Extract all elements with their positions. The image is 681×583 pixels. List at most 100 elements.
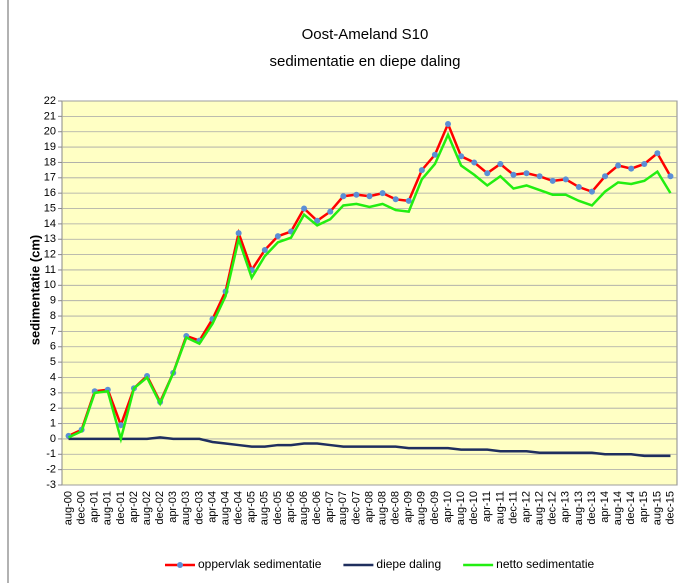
y-tick-label: 18 [44, 156, 56, 168]
data-point [641, 160, 648, 167]
data-point [471, 159, 478, 166]
chart-subtitle: sedimentatie en diepe daling [270, 53, 461, 70]
x-tick-label: dec-11 [507, 491, 519, 524]
y-tick-label: -3 [46, 479, 56, 491]
y-axis-label: sedimentatie (cm) [27, 235, 42, 346]
data-point [314, 217, 321, 224]
x-tick-label: dec-04 [233, 491, 245, 525]
x-tick-label: apr-05 [246, 491, 258, 523]
x-tick-label: aug-15 [651, 491, 663, 525]
legend-label: oppervlak sedimentatie [198, 557, 322, 571]
x-tick-label: aug-09 [416, 491, 428, 525]
data-point [405, 197, 412, 204]
x-tick-label: dec-00 [76, 491, 88, 525]
y-tick-label: 5 [50, 356, 56, 368]
data-point [431, 151, 438, 158]
legend-label: diepe daling [376, 557, 441, 571]
x-tick-label: aug-13 [573, 491, 585, 525]
y-tick-label: 12 [44, 249, 56, 261]
y-tick-label: 15 [44, 202, 56, 214]
y-tick-label: 0 [50, 433, 56, 445]
x-tick-label: apr-03 [167, 491, 179, 523]
data-point [117, 422, 124, 429]
x-tick-label: apr-11 [481, 491, 493, 522]
data-point [418, 167, 425, 174]
series-line [68, 131, 672, 444]
x-tick-label: apr-06 [285, 491, 297, 523]
x-tick-label: apr-01 [89, 491, 101, 523]
data-point [602, 173, 609, 180]
x-tick-label: apr-04 [206, 491, 218, 523]
x-tick-label: dec-02 [154, 491, 166, 525]
y-tick-label: 13 [44, 233, 56, 245]
x-tick-label: dec-14 [625, 491, 637, 525]
x-tick-label: aug-02 [141, 491, 153, 525]
data-point [588, 188, 595, 195]
x-tick-label: dec-06 [311, 491, 323, 525]
y-tick-label: 8 [50, 310, 56, 322]
chart-title: Oost-Ameland S10 [302, 26, 429, 43]
y-tick-label: 20 [44, 126, 56, 138]
x-tick-label: aug-12 [534, 491, 546, 525]
y-tick-label: 11 [45, 264, 56, 276]
x-tick-label: aug-10 [455, 491, 467, 525]
x-tick-label: dec-12 [547, 491, 559, 525]
x-tick-label: dec-10 [468, 491, 480, 525]
x-tick-label: aug-01 [102, 491, 114, 525]
y-tick-label: 22 [44, 95, 56, 107]
data-point [628, 165, 635, 172]
data-point [235, 230, 242, 237]
data-point [497, 160, 504, 167]
y-tick-label: 14 [44, 218, 56, 230]
data-point [615, 162, 622, 169]
y-tick-label: 6 [50, 341, 56, 353]
y-tick-label: 17 [44, 172, 56, 184]
plot-area [61, 100, 678, 486]
data-point [392, 196, 399, 203]
x-tick-label: dec-09 [429, 491, 441, 525]
x-tick-label: dec-08 [390, 491, 402, 525]
data-point [536, 173, 543, 180]
x-tick-label: aug-14 [612, 491, 624, 525]
data-point [654, 150, 661, 157]
data-point [549, 177, 556, 184]
legend-label: netto sedimentatie [496, 557, 594, 571]
y-tick-label: 16 [44, 187, 56, 199]
y-tick-label: 2 [50, 402, 56, 414]
x-tick-label: apr-08 [363, 491, 375, 523]
x-tick-label: aug-11 [494, 491, 506, 524]
y-tick-label: 7 [50, 325, 56, 337]
y-tick-label: 9 [50, 295, 56, 307]
series-line [68, 436, 671, 458]
y-tick-label: 1 [50, 417, 56, 429]
x-tick-label: aug-08 [376, 491, 388, 525]
data-point [667, 173, 674, 180]
x-tick-label: dec-15 [664, 491, 676, 525]
data-point [340, 193, 347, 200]
y-tick-label: 3 [50, 387, 56, 399]
y-tick-label: -1 [46, 448, 56, 460]
data-point [379, 190, 386, 197]
data-point [458, 153, 465, 160]
data-point [301, 205, 308, 212]
x-tick-label: dec-13 [586, 491, 598, 525]
x-tick-label: aug-07 [337, 491, 349, 525]
x-tick-label: apr-13 [560, 491, 572, 523]
data-point [261, 246, 268, 253]
data-point [274, 233, 281, 240]
y-tick-label: 10 [44, 279, 56, 291]
x-tick-label: aug-04 [219, 491, 231, 525]
legend-marker [177, 562, 183, 568]
x-tick-label: apr-02 [128, 491, 140, 523]
x-tick-label: dec-01 [115, 491, 127, 525]
data-point [523, 170, 530, 177]
x-tick-label: dec-03 [193, 491, 205, 525]
x-tick-label: apr-10 [442, 491, 454, 523]
x-tick-label: aug-00 [62, 491, 74, 525]
x-tick-label: aug-06 [298, 491, 310, 525]
x-tick-label: apr-12 [520, 491, 532, 523]
data-point [445, 121, 452, 128]
x-tick-label: apr-14 [599, 491, 611, 523]
y-tick-label: -2 [46, 464, 56, 476]
